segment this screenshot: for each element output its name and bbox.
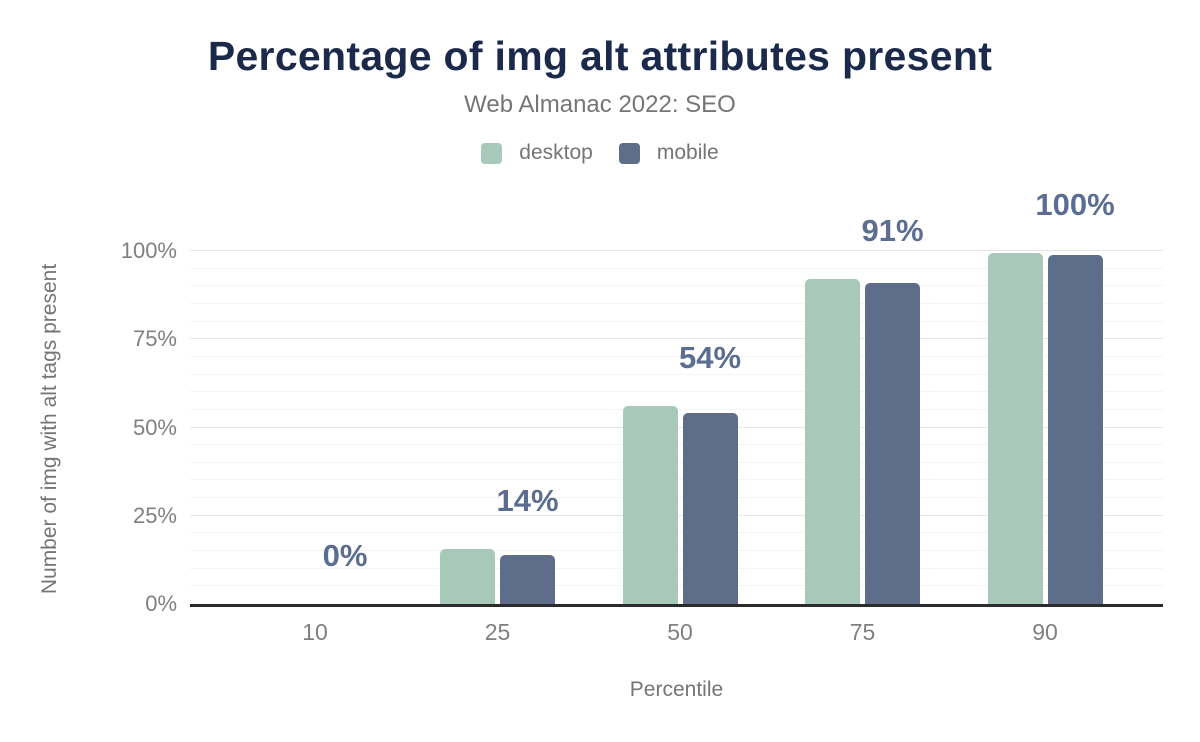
minor-gridline	[190, 267, 1163, 269]
y-axis-title: Number of img with alt tags present	[38, 263, 61, 595]
y-axis-tick-label: 100%	[120, 238, 177, 263]
plot-area: 0% 25% 50% 75% 100% 10 0% 25 14% 50 54% 75 91% 90 100%	[121, 187, 1163, 645]
y-axis-tick-label: 0%	[145, 591, 177, 616]
x-axis-title: Percentile	[629, 678, 724, 701]
bar-desktop-p25	[440, 549, 495, 604]
bar-mobile-p50	[682, 413, 738, 604]
bar-desktop-p90	[987, 252, 1043, 604]
bar-mobile-p25	[500, 554, 555, 604]
legend-item-mobile: mobile	[618, 141, 719, 165]
minor-gridline	[190, 285, 1163, 287]
minor-gridline	[190, 320, 1163, 322]
minor-gridline	[190, 355, 1163, 357]
data-label: 54%	[678, 340, 742, 376]
minor-gridline	[190, 373, 1163, 375]
y-axis-tick-label: 75%	[132, 326, 177, 352]
chart-title: Percentage of img alt attributes present	[207, 33, 993, 79]
bar-mobile-p75	[865, 282, 920, 604]
legend: desktop mobile	[0, 141, 1200, 165]
y-axis-tick-label: 25%	[132, 502, 177, 528]
data-label: 0%	[322, 538, 368, 573]
x-axis-tick-label: 90	[1032, 619, 1058, 645]
mobile-swatch-icon	[618, 142, 640, 164]
x-axis-tick-label: 10	[302, 619, 328, 645]
chart-subtitle: Web Almanac 2022: SEO	[464, 91, 736, 118]
data-label: 100%	[1035, 186, 1115, 222]
minor-gridline	[190, 302, 1163, 304]
legend-item-desktop: desktop	[481, 141, 593, 165]
major-gridline	[190, 250, 1163, 251]
desktop-swatch-icon	[481, 142, 503, 164]
bar-desktop-p50	[622, 406, 678, 604]
legend-label-mobile: mobile	[656, 141, 719, 164]
bar-mobile-p90	[1047, 254, 1103, 604]
bar-desktop-p75	[805, 279, 860, 604]
x-axis-tick-label: 50	[667, 619, 693, 645]
major-gridline	[190, 338, 1163, 340]
y-axis-tick-label: 50%	[132, 414, 177, 440]
x-axis-tick-label: 25	[484, 619, 511, 645]
minor-gridline	[190, 391, 1163, 393]
x-axis-tick-label: 75	[849, 619, 876, 645]
data-label: 91%	[861, 213, 924, 249]
legend-label-desktop: desktop	[519, 141, 593, 164]
data-label: 14%	[496, 483, 559, 519]
